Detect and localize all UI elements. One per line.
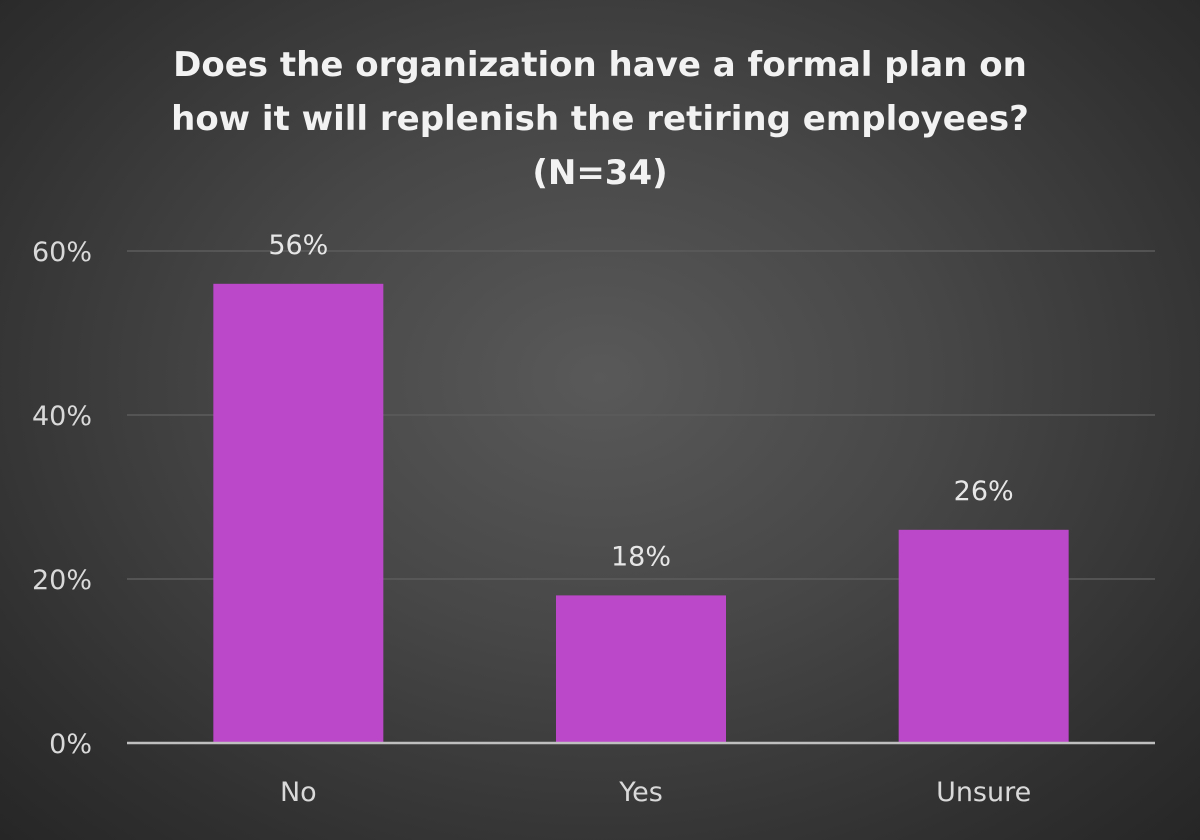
chart-title-line-1: Does the organization have a formal plan… xyxy=(173,45,1027,85)
data-label: 26% xyxy=(954,476,1014,507)
data-label: 18% xyxy=(611,541,671,572)
bar xyxy=(213,283,384,743)
bar xyxy=(556,595,726,743)
x-tick-label: Yes xyxy=(618,777,663,808)
bar xyxy=(898,529,1069,743)
y-tick-label: 20% xyxy=(32,565,92,596)
x-tick-label: No xyxy=(280,777,317,808)
bars xyxy=(213,283,1069,743)
chart-title-line-2: how it will replenish the retiring emplo… xyxy=(171,99,1029,139)
y-tick-label: 0% xyxy=(49,729,92,760)
x-tick-label: Unsure xyxy=(936,777,1031,808)
data-label: 56% xyxy=(268,230,328,261)
y-tick-label: 40% xyxy=(32,401,92,432)
y-tick-label: 60% xyxy=(32,237,92,268)
chart-title: Does the organization have a formal plan… xyxy=(0,38,1200,200)
chart-title-line-3: (N=34) xyxy=(532,153,668,193)
labels: 0% 20% 40% 60% 56% No 18% Yes 26% Unsure xyxy=(32,230,1031,808)
